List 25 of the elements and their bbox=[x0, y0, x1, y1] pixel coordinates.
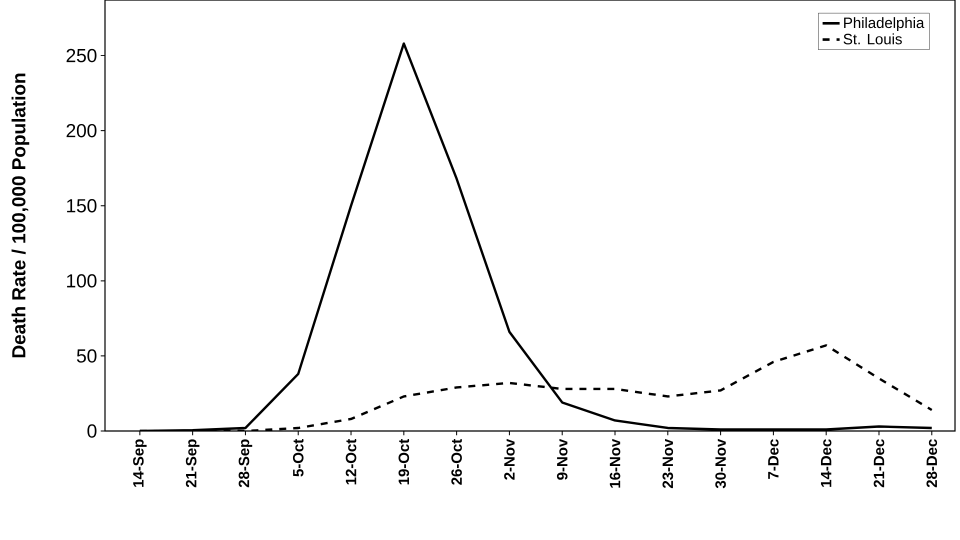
x-tick-label: 28-Sep bbox=[238, 439, 252, 488]
x-tick-label: 28-Dec bbox=[926, 439, 938, 488]
x-tick-label: 7-Dec bbox=[768, 439, 779, 479]
y-tick-label: 100 bbox=[67, 274, 96, 288]
x-tick-label: 14-Dec bbox=[820, 439, 832, 487]
x-tick-label: 12-Oct bbox=[346, 438, 356, 484]
x-tick-label: 26-Oct bbox=[451, 438, 462, 485]
y-axis-title: Death Rate / 100,000 Population bbox=[12, 74, 30, 358]
x-tick-label: 19-Oct bbox=[398, 438, 410, 484]
x-tick-label: 5-Oct bbox=[292, 438, 304, 477]
y-tick-label: 50 bbox=[76, 349, 96, 363]
x-tick-label: 9-Nov bbox=[556, 438, 568, 480]
x-tick-label: 14-Sep bbox=[133, 439, 147, 487]
y-tick-label: 200 bbox=[66, 124, 96, 138]
x-tick-label: 2-Nov bbox=[504, 438, 515, 480]
x-tick-label: 21-Dec bbox=[874, 439, 884, 488]
x-tick-label: 30-Nov bbox=[715, 438, 726, 488]
x-tick-label: 21-Sep bbox=[186, 439, 200, 488]
y-tick-label: 0 bbox=[87, 424, 96, 438]
legend-label: Philadelphia bbox=[844, 17, 924, 32]
legend-label: St. Louis bbox=[844, 33, 902, 44]
x-tick-label: 16-Nov bbox=[610, 438, 620, 488]
x-tick-label: 23-Nov bbox=[662, 438, 674, 488]
y-tick-label: 150 bbox=[67, 199, 96, 212]
y-tick-label: 250 bbox=[66, 48, 96, 62]
